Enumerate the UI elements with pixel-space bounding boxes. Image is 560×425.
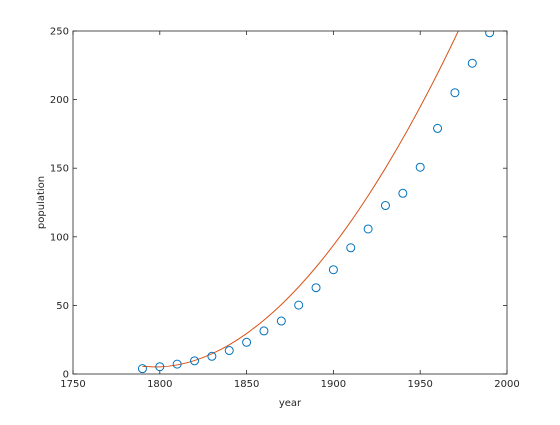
y-tick-label: 50 [56, 301, 69, 312]
x-tick-label: 1750 [60, 379, 85, 390]
data-point [294, 300, 304, 310]
data-point [207, 351, 217, 361]
y-tick-label: 200 [50, 95, 69, 106]
x-tick-label: 1950 [407, 379, 432, 390]
data-point [485, 31, 495, 38]
plot-area [73, 31, 507, 374]
data-point [346, 243, 356, 253]
data-point [242, 337, 252, 347]
data-point [155, 362, 165, 372]
data-point [137, 364, 147, 374]
x-axis-label: year [279, 398, 302, 409]
data-point [328, 265, 338, 275]
y-tick-label: 150 [50, 164, 69, 175]
fit-curve [142, 31, 459, 368]
data-point [224, 346, 234, 356]
y-tick-label: 0 [63, 370, 69, 381]
data-point [172, 359, 182, 369]
data-point [433, 123, 443, 133]
data-point [311, 283, 321, 293]
y-tick-label: 250 [50, 27, 69, 38]
data-point [415, 162, 425, 172]
x-tick-label: 2000 [494, 379, 519, 390]
y-tick-label: 100 [50, 232, 69, 243]
data-point [259, 326, 269, 336]
x-tick-label: 1800 [147, 379, 172, 390]
y-axis-label: population [36, 176, 47, 229]
data-point [363, 224, 373, 234]
data-point [398, 188, 408, 198]
data-point [190, 356, 200, 366]
data-point [450, 88, 460, 98]
plot-frame [72, 30, 508, 375]
data-point [276, 316, 286, 326]
x-tick-label: 1900 [321, 379, 346, 390]
data-point [380, 201, 390, 211]
data-layer [137, 31, 495, 374]
x-tick-label: 1850 [234, 379, 259, 390]
data-point [467, 58, 477, 68]
